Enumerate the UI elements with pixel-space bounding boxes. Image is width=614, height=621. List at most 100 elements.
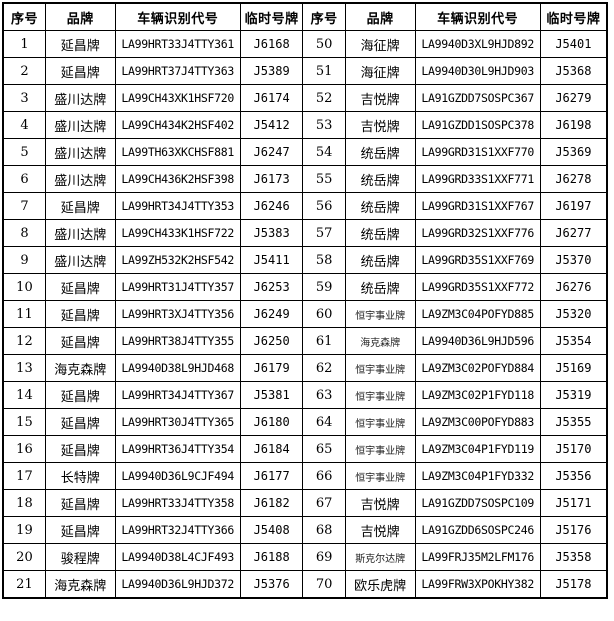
vin-cell: LA91GZDD7SOSPC109 <box>414 489 541 517</box>
vin-cell: LA99HRT33J4TTY358 <box>114 489 241 517</box>
serial-cell: 56 <box>302 192 346 220</box>
serial-cell: 6 <box>2 165 46 193</box>
brand-cell: 恒宇事业牌 <box>344 408 416 436</box>
plate-cell: J5320 <box>539 300 608 328</box>
serial-cell: 8 <box>2 219 46 247</box>
vin-cell: LA99HRT38J4TTY355 <box>114 327 241 355</box>
brand-cell: 海克森牌 <box>44 354 116 382</box>
vin-cell: LA9940D3XL9HJD892 <box>414 30 541 58</box>
plate-cell: J6184 <box>239 435 304 463</box>
vin-cell: LA99GRD31S1XXF770 <box>414 138 541 166</box>
table-row: 6 盛川达牌 LA99CH436K2HSF398 J6173 55 统岳牌 LA99GRD3… <box>2 165 608 193</box>
brand-cell: 吉悦牌 <box>344 111 416 139</box>
header-serial-left: 序号 <box>2 2 46 31</box>
plate-cell: J5368 <box>539 57 608 85</box>
vin-cell: LA9940D30L9HJD903 <box>414 57 541 85</box>
brand-cell: 统岳牌 <box>344 273 416 301</box>
serial-cell: 52 <box>302 84 346 112</box>
vehicle-plate-table: 序号 品牌 车辆识别代号 临时号牌 序号 品牌 车辆识别代号 临时号牌 1 延昌牌… <box>2 2 608 599</box>
vin-cell: LA99HRT31J4TTY357 <box>114 273 241 301</box>
brand-cell: 吉悦牌 <box>344 84 416 112</box>
plate-cell: J5376 <box>239 570 304 599</box>
brand-cell: 海征牌 <box>344 30 416 58</box>
plate-cell: J5411 <box>239 246 304 274</box>
brand-cell: 海征牌 <box>344 57 416 85</box>
plate-cell: J6180 <box>239 408 304 436</box>
brand-cell: 延昌牌 <box>44 381 116 409</box>
plate-cell: J5178 <box>539 570 608 599</box>
serial-cell: 67 <box>302 489 346 517</box>
serial-cell: 65 <box>302 435 346 463</box>
brand-cell: 延昌牌 <box>44 273 116 301</box>
table-row: 17 长特牌 LA9940D36L9CJF494 J6177 66 恒宇事业牌 LA9ZM3… <box>2 462 608 490</box>
vin-cell: LA9ZM3C04P1FYD332 <box>414 462 541 490</box>
brand-cell: 海克森牌 <box>44 570 116 599</box>
serial-cell: 69 <box>302 543 346 571</box>
serial-cell: 51 <box>302 57 346 85</box>
header-row: 序号 品牌 车辆识别代号 临时号牌 序号 品牌 车辆识别代号 临时号牌 <box>2 2 608 31</box>
vin-cell: LA9940D38L4CJF493 <box>114 543 241 571</box>
plate-cell: J5170 <box>539 435 608 463</box>
vin-cell: LA99HRT34J4TTY367 <box>114 381 241 409</box>
serial-cell: 50 <box>302 30 346 58</box>
header-plate-left: 临时号牌 <box>239 2 304 31</box>
plate-cell: J5356 <box>539 462 608 490</box>
brand-cell: 恒宇事业牌 <box>344 300 416 328</box>
brand-cell: 恒宇事业牌 <box>344 381 416 409</box>
plate-cell: J6198 <box>539 111 608 139</box>
plate-cell: J5381 <box>239 381 304 409</box>
header-serial-right: 序号 <box>302 2 346 31</box>
plate-cell: J5412 <box>239 111 304 139</box>
table-row: 15 延昌牌 LA99HRT30J4TTY365 J6180 64 恒宇事业牌 LA9ZM3… <box>2 408 608 436</box>
brand-cell: 吉悦牌 <box>344 489 416 517</box>
plate-cell: J6253 <box>239 273 304 301</box>
vin-cell: LA99CH433K1HSF722 <box>114 219 241 247</box>
brand-cell: 恒宇事业牌 <box>344 354 416 382</box>
table-row: 19 延昌牌 LA99HRT32J4TTY366 J5408 68 吉悦牌 LA91GZDD… <box>2 516 608 544</box>
vin-cell: LA9940D36L9HJD372 <box>114 570 241 599</box>
plate-cell: J5171 <box>539 489 608 517</box>
serial-cell: 4 <box>2 111 46 139</box>
plate-cell: J5370 <box>539 246 608 274</box>
vin-cell: LA99HRT33J4TTY361 <box>114 30 241 58</box>
vin-cell: LA91GZDD7SOSPC367 <box>414 84 541 112</box>
serial-cell: 21 <box>2 570 46 599</box>
table-row: 9 盛川达牌 LA99ZH532K2HSF542 J5411 58 统岳牌 LA99GRD3… <box>2 246 608 274</box>
plate-cell: J6179 <box>239 354 304 382</box>
vin-cell: LA9940D38L9HJD468 <box>114 354 241 382</box>
vin-cell: LA99CH434K2HSF402 <box>114 111 241 139</box>
table-row: 11 延昌牌 LA99HRT3XJ4TTY356 J6249 60 恒宇事业牌 LA9ZM3… <box>2 300 608 328</box>
plate-cell: J5176 <box>539 516 608 544</box>
brand-cell: 延昌牌 <box>44 327 116 355</box>
table-row: 10 延昌牌 LA99HRT31J4TTY357 J6253 59 统岳牌 LA99GRD3… <box>2 273 608 301</box>
serial-cell: 13 <box>2 354 46 382</box>
brand-cell: 盛川达牌 <box>44 165 116 193</box>
vin-cell: LA99GRD32S1XXF776 <box>414 219 541 247</box>
vin-cell: LA99CH436K2HSF398 <box>114 165 241 193</box>
brand-cell: 盛川达牌 <box>44 111 116 139</box>
serial-cell: 64 <box>302 408 346 436</box>
serial-cell: 15 <box>2 408 46 436</box>
plate-cell: J5358 <box>539 543 608 571</box>
header-plate-right: 临时号牌 <box>539 2 608 31</box>
plate-cell: J6173 <box>239 165 304 193</box>
brand-cell: 延昌牌 <box>44 408 116 436</box>
serial-cell: 54 <box>302 138 346 166</box>
plate-cell: J6174 <box>239 84 304 112</box>
brand-cell: 斯克尔达牌 <box>344 543 416 571</box>
table-row: 14 延昌牌 LA99HRT34J4TTY367 J5381 63 恒宇事业牌 LA9ZM3… <box>2 381 608 409</box>
plate-cell: J5383 <box>239 219 304 247</box>
plate-cell: J6276 <box>539 273 608 301</box>
serial-cell: 1 <box>2 30 46 58</box>
vin-cell: LA91GZDD1SOSPC378 <box>414 111 541 139</box>
header-brand-left: 品牌 <box>44 2 116 31</box>
brand-cell: 延昌牌 <box>44 300 116 328</box>
vin-cell: LA99HRT3XJ4TTY356 <box>114 300 241 328</box>
vin-cell: LA99HRT36J4TTY354 <box>114 435 241 463</box>
serial-cell: 61 <box>302 327 346 355</box>
vin-cell: LA99GRD35S1XXF772 <box>414 273 541 301</box>
table-row: 7 延昌牌 LA99HRT34J4TTY353 J6246 56 统岳牌 LA99GRD31… <box>2 192 608 220</box>
vin-cell: LA99GRD35S1XXF769 <box>414 246 541 274</box>
serial-cell: 12 <box>2 327 46 355</box>
